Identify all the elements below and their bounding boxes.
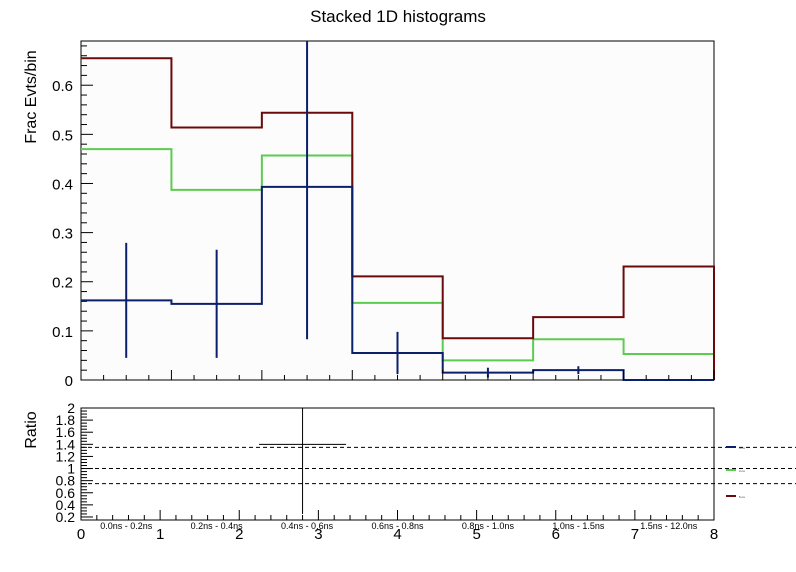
ratio-bin-label: 1.5ns - 12.0ns <box>640 521 698 531</box>
top-ylabel: Frac Evts/bin <box>23 50 40 143</box>
ratio-bin-label: 0.0ns - 0.2ns <box>100 521 153 531</box>
ratio-bin-label: 1.0ns - 1.5ns <box>552 521 605 531</box>
legend-label: 0-ns <box>739 446 745 450</box>
ratio-y-tick-label: 0.6 <box>56 485 76 501</box>
chart-title: Stacked 1D histograms <box>310 7 486 26</box>
top-y-tick-label: 0.1 <box>52 324 73 341</box>
ratio-y-tick-label: 1.8 <box>56 412 76 428</box>
top-series-group <box>81 41 715 381</box>
ratio-reference-lines <box>81 446 796 485</box>
ratio-points-group <box>259 408 347 514</box>
top-y-tick-label: 0.3 <box>52 226 73 243</box>
x-tick-label: 3 <box>314 526 322 543</box>
x-tick-label: 2 <box>235 526 243 543</box>
x-tick-label: 7 <box>631 526 639 543</box>
x-tick-label: 4 <box>393 526 401 543</box>
ratio-y-tick-label: 1.2 <box>56 448 76 464</box>
top-y-tick-label: 0.2 <box>52 275 73 292</box>
top-plot-frame <box>80 40 715 381</box>
histogram-step-line <box>81 57 715 380</box>
ratio-bin-label: 0.2ns - 0.4ns <box>191 521 244 531</box>
ratio-y-tick-label: 1.4 <box>56 436 76 452</box>
legend-label: 5-ns <box>739 495 745 499</box>
ratio-ylabel: Ratio <box>23 411 40 448</box>
ratio-plot-frame <box>80 407 715 521</box>
ratio-bin-label: 0.6ns - 0.8ns <box>371 521 424 531</box>
ratio-y-axis: 0.20.40.60.811.21.41.61.82 <box>56 400 93 525</box>
x-axis: 0 1 2 3 4 5 6 7 8 <box>77 510 718 543</box>
ratio-bin-label: 0.8ns - 1.0ns <box>462 521 515 531</box>
top-y-axis: 0 0.1 0.2 0.3 0.4 0.5 0.6 <box>52 45 93 390</box>
x-tick-label: 1 <box>156 526 164 543</box>
top-y-tick-label: 0.6 <box>52 78 73 95</box>
ratio-y-tick-label: 0.8 <box>56 473 76 489</box>
ratio-bin-label: 0.4ns - 0.6ns <box>281 521 334 531</box>
top-x-axis-ticks <box>80 370 715 380</box>
x-tick-label: 0 <box>77 526 85 543</box>
ratio-y-tick-label: 1 <box>67 461 75 477</box>
top-y-tick-label: 0 <box>65 373 73 390</box>
x-tick-label: 5 <box>472 526 480 543</box>
top-y-tick-label: 0.4 <box>52 176 73 193</box>
legend-label: 2-ns <box>739 469 745 473</box>
x-tick-label: 6 <box>552 526 560 543</box>
legend: 0-ns 2-ns 5-ns <box>726 446 745 499</box>
top-y-tick-label: 0.5 <box>52 127 73 144</box>
x-tick-label: 8 <box>710 526 718 543</box>
ratio-bin-labels: 0.0ns - 0.2ns 0.2ns - 0.4ns 0.4ns - 0.6ns 0… <box>100 521 698 531</box>
ratio-y-tick-label: 0.2 <box>56 509 76 525</box>
ratio-y-tick-label: 1.6 <box>56 424 76 440</box>
ratio-y-tick-label: 0.4 <box>56 497 76 513</box>
ratio-y-tick-label: 2 <box>67 400 75 416</box>
